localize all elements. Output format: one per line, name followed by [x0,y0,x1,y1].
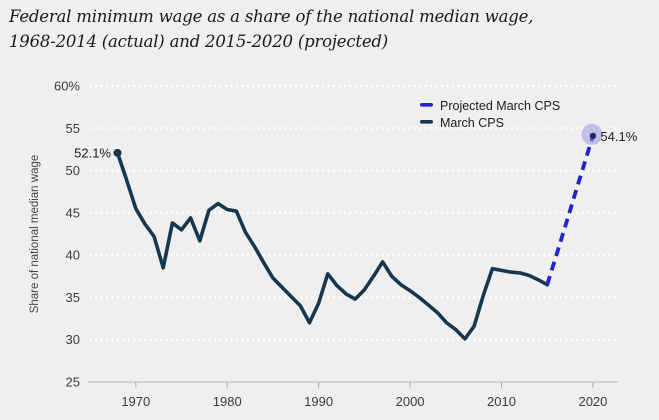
series-line-projected-march-cps [545,135,595,286]
value-label-start: 52.1% [74,145,111,160]
x-tick-label: 1970 [121,394,150,409]
y-tick-label: 60% [54,79,80,94]
end-point-dot [589,132,597,140]
y-tick-label: 55 [66,121,80,136]
y-tick-label: 35 [66,290,80,305]
y-tick-label: 40 [66,248,80,263]
chart-title-line1: Federal minimum wage as a share of the n… [9,7,534,26]
y-axis-title: Share of national median wage [29,155,41,314]
chart-title: Federal minimum wage as a share of the n… [9,4,533,54]
y-tick-label: 50 [66,163,80,178]
legend-swatch-projected-march-cps [420,103,433,107]
legend-label-march-cps: March CPS [440,116,504,130]
series-line-march-cps [115,151,550,341]
start-point-dot [113,148,122,157]
chart-title-line2: 1968-2014 (actual) and 2015-2020 (projec… [9,32,388,51]
x-tick-label: 1980 [213,394,242,409]
legend-label-projected-march-cps: Projected March CPS [440,99,560,113]
value-label-end: 54.1% [600,129,637,144]
y-tick-label: 25 [66,375,80,390]
legend-swatch-march-cps [420,120,433,124]
x-tick-label: 2000 [396,394,425,409]
x-tick-label: 1990 [304,394,333,409]
y-tick-label: 30 [66,332,80,347]
x-tick-label: 2020 [578,394,607,409]
x-tick-label: 2010 [487,394,516,409]
y-tick-label: 45 [66,205,80,220]
